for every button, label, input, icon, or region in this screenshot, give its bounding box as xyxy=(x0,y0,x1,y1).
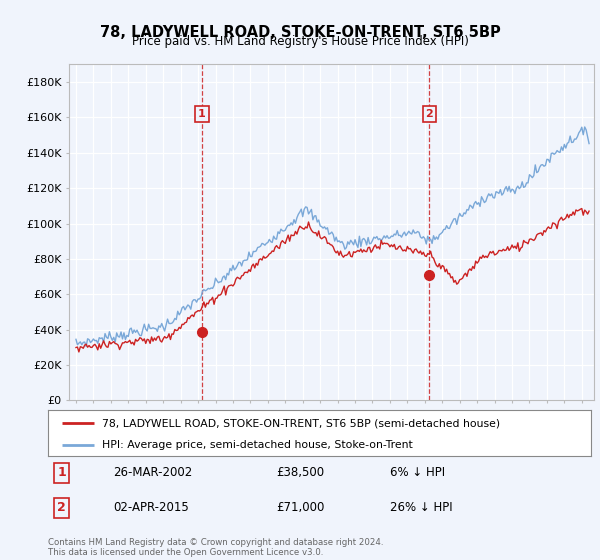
Text: £38,500: £38,500 xyxy=(276,466,324,479)
Text: 26% ↓ HPI: 26% ↓ HPI xyxy=(390,501,453,514)
Text: Price paid vs. HM Land Registry's House Price Index (HPI): Price paid vs. HM Land Registry's House … xyxy=(131,35,469,48)
Text: 1: 1 xyxy=(198,109,206,119)
Text: 02-APR-2015: 02-APR-2015 xyxy=(113,501,189,514)
Text: 1: 1 xyxy=(57,466,66,479)
Text: 6% ↓ HPI: 6% ↓ HPI xyxy=(390,466,445,479)
Text: HPI: Average price, semi-detached house, Stoke-on-Trent: HPI: Average price, semi-detached house,… xyxy=(103,440,413,450)
Text: 26-MAR-2002: 26-MAR-2002 xyxy=(113,466,193,479)
Text: 78, LADYWELL ROAD, STOKE-ON-TRENT, ST6 5BP: 78, LADYWELL ROAD, STOKE-ON-TRENT, ST6 5… xyxy=(100,25,500,40)
Text: 2: 2 xyxy=(57,501,66,514)
Text: 78, LADYWELL ROAD, STOKE-ON-TRENT, ST6 5BP (semi-detached house): 78, LADYWELL ROAD, STOKE-ON-TRENT, ST6 5… xyxy=(103,418,500,428)
Text: 2: 2 xyxy=(425,109,433,119)
Text: £71,000: £71,000 xyxy=(276,501,325,514)
Text: Contains HM Land Registry data © Crown copyright and database right 2024.
This d: Contains HM Land Registry data © Crown c… xyxy=(48,538,383,557)
